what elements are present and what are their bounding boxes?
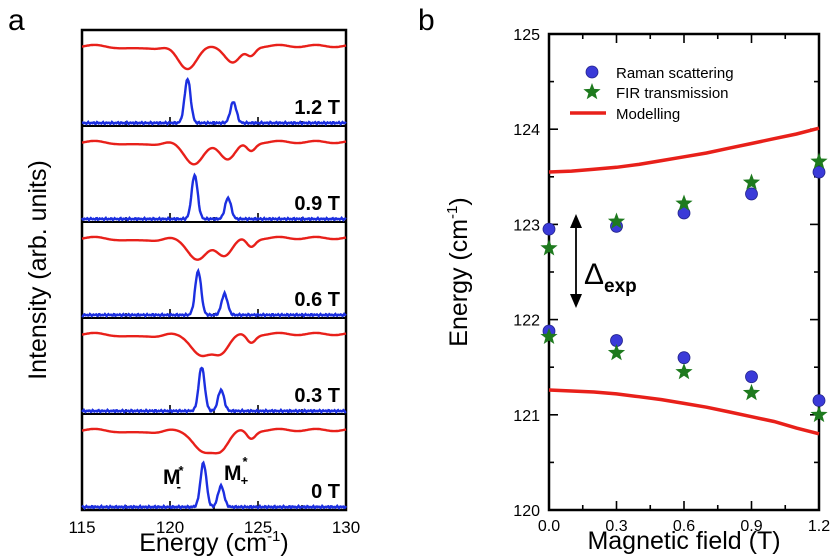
panel-a-xtick-labels: 115 120 125 130 (68, 518, 360, 537)
delta-arrow-head-down (570, 294, 582, 308)
fir-point (675, 363, 693, 380)
raman-spectrum (81, 366, 347, 415)
mode-minus-label: M* - (163, 463, 185, 494)
x-tick-label: 0.3 (605, 518, 627, 535)
panel-a-xlabel-main: Energy (cm (139, 529, 267, 557)
model-curve (548, 388, 820, 436)
legend-raman-marker (585, 65, 599, 79)
x-tick-label: 125 (244, 518, 272, 537)
panel-b-model-lines (548, 126, 820, 436)
raman-point (542, 222, 556, 236)
y-tick-label: 123 (513, 217, 540, 234)
legend-raman-label: Raman scattering (616, 65, 734, 82)
raman-spectrum (81, 267, 347, 319)
fir-spectrum (81, 427, 347, 455)
fir-point (810, 152, 828, 169)
x-tick-label: 0.9 (740, 518, 762, 535)
panel-b-ylabel-main: Energy (cm (445, 219, 473, 347)
panel-a-field-labels: 1.2 T 0.9 T 0.6 T 0.3 T 0 T (294, 97, 340, 503)
y-tick-label: 124 (513, 122, 540, 139)
delta-label: Δexp (584, 258, 637, 297)
fir-point (540, 239, 558, 256)
panel-a: 115 120 125 130 1.2 T0.9 T0.6 T0.3 T0 T M* -… (24, 28, 360, 557)
panel-a-traces (80, 43, 348, 511)
panel-b-ylabel-sup: -1 (444, 206, 461, 219)
x-tick-label: 120 (156, 518, 184, 537)
fir-point (607, 343, 626, 361)
delta-arrow-head-up (570, 214, 582, 228)
field-label: 1.2 T (294, 97, 340, 119)
mode-plus-sup: * (243, 454, 249, 469)
panel-b-xlabel: Magnetic field (T) (587, 527, 780, 555)
panel-b-points (540, 152, 828, 423)
panel-a-ylabel: Intensity (arb. units) (24, 160, 52, 380)
raman-spectrum (81, 460, 348, 511)
mode-plus-sub: + (241, 473, 249, 488)
delta-sub: exp (604, 276, 637, 297)
mode-minus-base: M (163, 466, 181, 489)
fir-point (675, 194, 693, 211)
panel-b-ytick-labels: 120 121 122 123 124 125 (513, 27, 540, 520)
field-label: 0.9 T (294, 193, 340, 215)
x-tick-label: 1.2 (808, 518, 830, 535)
mode-minus-sub: - (177, 479, 181, 494)
panel-a-xlabel: Energy (cm-1) (139, 528, 288, 557)
field-label: 0.6 T (294, 289, 340, 311)
x-tick-label: 0.0 (538, 518, 560, 535)
y-tick-label: 122 (513, 313, 540, 330)
mode-plus-label: M* + (224, 454, 249, 488)
panel-a-xlabel-end: ) (280, 529, 288, 557)
mode-plus-base: M (224, 462, 242, 485)
panel-a-xlabel-sup: -1 (267, 528, 280, 545)
x-tick-label: 0.6 (673, 518, 695, 535)
raman-spectrum (81, 77, 347, 127)
fir-spectrum (81, 139, 347, 166)
x-tick-label: 130 (332, 518, 360, 537)
raman-point (812, 394, 826, 407)
fir-point (607, 212, 626, 229)
field-label: 0 T (311, 481, 340, 503)
fir-spectrum (81, 43, 347, 71)
x-tick-label: 115 (68, 518, 95, 537)
field-label: 0.3 T (294, 385, 340, 407)
fir-point (810, 405, 828, 423)
panel-a-letter: a (8, 4, 25, 37)
panel-b-ylabel-end: ) (445, 197, 473, 205)
fir-point (742, 383, 761, 401)
legend: Raman scattering FIR transmission Modell… (570, 65, 734, 123)
panel-b-ylabel: Energy (cm-1) (444, 197, 473, 346)
fir-spectrum (81, 235, 347, 261)
panel-b-letter: b (418, 4, 435, 37)
delta-base: Δ (584, 258, 604, 291)
raman-point (677, 351, 691, 365)
y-tick-label: 125 (513, 27, 540, 44)
fir-spectrum (81, 331, 347, 358)
panel-a-dividers (82, 125, 346, 415)
y-tick-label: 121 (513, 408, 540, 425)
raman-point (745, 187, 758, 201)
legend-fir-marker (583, 83, 601, 100)
raman-point (745, 370, 758, 384)
raman-spectrum (80, 172, 347, 223)
fir-point (540, 327, 558, 344)
raman-point (812, 165, 826, 179)
model-curve (548, 126, 820, 174)
panel-b-xtick-labels: 0.0 0.3 0.6 0.9 1.2 (538, 518, 830, 535)
legend-model-label: Modelling (616, 106, 680, 123)
mode-minus-sup: * (179, 463, 185, 478)
y-tick-label: 120 (513, 503, 540, 520)
fir-point (742, 173, 761, 190)
legend-fir-label: FIR transmission (616, 85, 729, 102)
